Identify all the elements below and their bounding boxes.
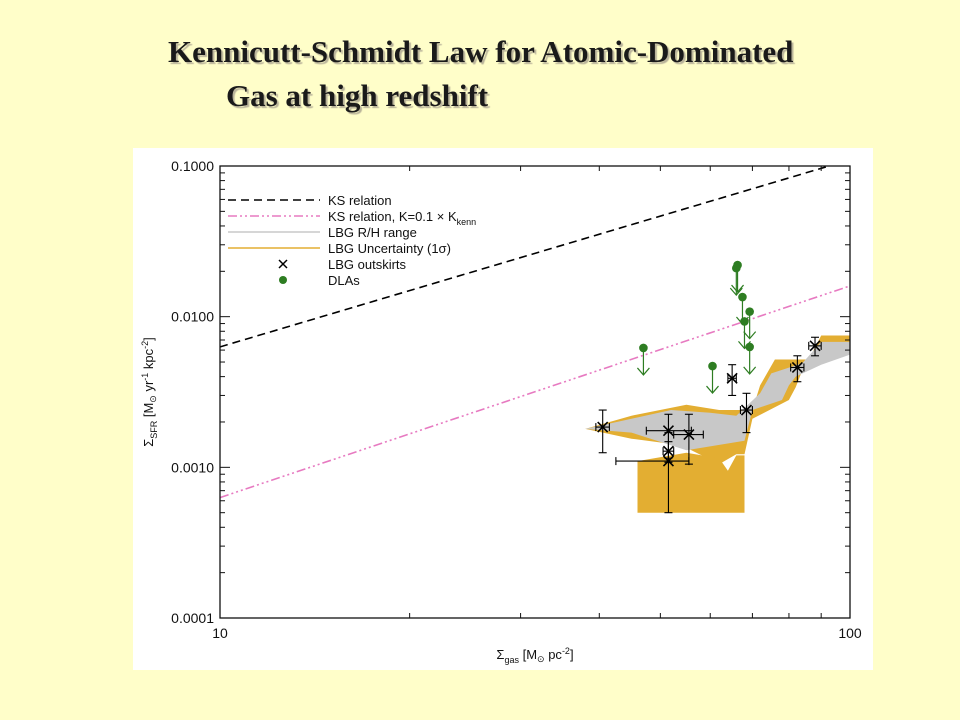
plot-frame <box>219 165 851 619</box>
ks-relation-line <box>220 166 832 348</box>
legend-label: LBG Uncertainty (1σ) <box>328 241 451 256</box>
legend-label-subscript: kenn <box>457 217 477 227</box>
arrow-head <box>636 367 650 376</box>
legend-label: LBG R/H range <box>328 225 417 240</box>
dla-upper-limit <box>743 307 757 340</box>
dla-dot <box>745 307 754 316</box>
lbg-outskirt-point <box>673 413 704 465</box>
arrow-head <box>706 385 719 394</box>
lbg-outskirt-point <box>595 409 610 454</box>
x-tick-label: 100 <box>838 625 862 641</box>
legend-swatch <box>279 276 287 284</box>
slide-title-line-1: Kennicutt-Schmidt Law for Atomic-Dominat… <box>168 34 794 69</box>
legend-entry-out: LBG outskirts <box>278 257 407 272</box>
arrow-head <box>743 331 757 340</box>
x-tick-label: 10 <box>212 625 228 641</box>
cross-marker <box>662 425 675 437</box>
y-tick-label: 0.0001 <box>171 610 214 626</box>
cross-marker <box>597 421 609 433</box>
lbg-outskirt-point <box>726 364 738 396</box>
legend-entry-ks: KS relation <box>228 193 392 208</box>
y-tick-label: 0.0100 <box>171 309 214 325</box>
legend-entry-rh: LBG R/H range <box>228 225 417 240</box>
cross-marker <box>740 404 753 416</box>
dla-upper-limit <box>706 361 719 394</box>
y-tick-label: 0.1000 <box>171 158 214 174</box>
cross-marker <box>683 429 695 441</box>
plot-panel: 0.1000 0.0100 0.0010 0.0001 10 100 KS relatio… <box>133 148 873 670</box>
dla-dot <box>738 292 747 302</box>
dla-dot <box>639 343 648 353</box>
dla-dot <box>733 260 742 270</box>
y-axis-label: ΣSFR [M⊙ yr-1 kpc-2] <box>140 337 159 447</box>
x-axis-label: Σgas [M⊙ pc-2] <box>496 646 573 665</box>
arrow-head <box>743 366 757 375</box>
legend-label: KS relation, K=0.1 × Kkenn <box>328 209 476 227</box>
dla-upper-limit <box>743 342 757 375</box>
dla-upper-limit <box>731 260 745 293</box>
slide-title: Kennicutt-Schmidt Law for Atomic-Dominat… <box>168 30 948 118</box>
dla-dot <box>708 361 717 371</box>
cross-marker <box>726 372 738 384</box>
lbg-outskirt-point <box>662 441 675 463</box>
lbg-uncertainty-lower-block <box>637 452 745 513</box>
cross-marker <box>662 445 675 457</box>
ks-relation-k01-line <box>220 285 850 499</box>
y-tick-label: 0.0010 <box>171 459 214 475</box>
cross-marker <box>809 340 821 352</box>
lbg-rh-range-band <box>585 341 850 451</box>
legend-entry-unc: LBG Uncertainty (1σ) <box>228 241 451 256</box>
slide-title-line-2: Gas at high redshift <box>226 78 489 113</box>
cross-marker <box>791 361 803 374</box>
legend-entry-dla: DLAs <box>279 273 360 288</box>
legend-swatch <box>278 259 288 269</box>
dla-upper-limit <box>636 343 650 376</box>
legend-entry-ks01: KS relation, K=0.1 × Kkenn <box>228 209 476 227</box>
arrow-head <box>731 284 745 293</box>
legend-label: KS relation <box>328 193 392 208</box>
lbg-outskirt-point <box>790 355 805 383</box>
arrow-head <box>729 287 743 297</box>
lbg-outskirt-point <box>808 336 822 357</box>
legend-label: LBG outskirts <box>328 257 407 272</box>
lbg-outskirt-point <box>739 392 753 434</box>
dla-dot <box>740 317 749 326</box>
legend-label: DLAs <box>328 273 360 288</box>
dla-dot <box>745 342 754 352</box>
